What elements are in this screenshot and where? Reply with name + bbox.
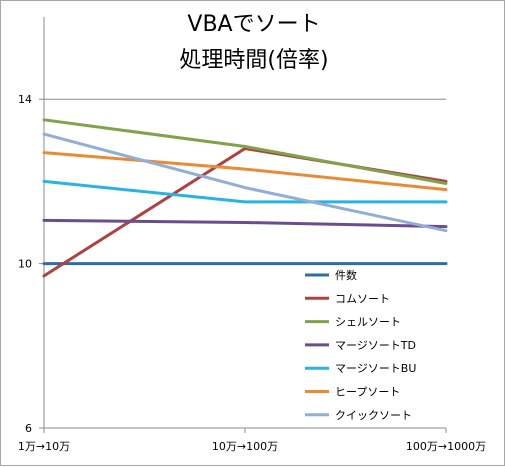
axes: 6 10 14 1万→10万 10万→100万 100万→1000万 (18, 17, 486, 453)
legend-label: クイックソート (335, 409, 412, 422)
series-line-シェルソート (42, 118, 448, 185)
series-line-マージソートBU (42, 179, 448, 204)
series-line-ヒープソート (42, 151, 448, 192)
chart-title-line-1: VBAでソート (187, 12, 320, 37)
legend-label: マージソートBU (335, 362, 416, 375)
series-line-クイックソート (42, 132, 448, 233)
legend-label: マージソートTD (335, 339, 416, 352)
series-lines (42, 118, 448, 278)
y-tick-label: 6 (25, 422, 32, 435)
legend-label: シェルソート (335, 316, 401, 329)
legend-label: 件数 (335, 269, 357, 282)
y-tick-label: 10 (18, 258, 32, 271)
chart-title-line-2: 処理時間(倍率) (179, 48, 328, 73)
legend-label: ヒープソート (335, 386, 400, 399)
y-tick-label: 14 (18, 93, 32, 106)
legend-label: コムソート (335, 292, 390, 305)
series-line-マージソートTD (42, 218, 448, 229)
x-tick-label: 1万→10万 (18, 440, 70, 453)
x-tick-label: 100万→1000万 (406, 440, 486, 453)
x-tick-label: 10万→100万 (212, 440, 278, 453)
